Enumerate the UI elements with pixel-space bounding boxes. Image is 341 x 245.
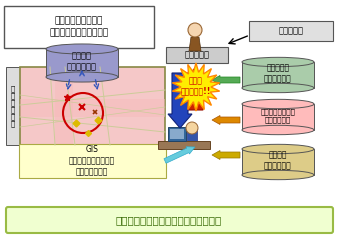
- Text: 犯
罪
関
連
情
報: 犯 罪 関 連 情 報: [11, 85, 15, 127]
- Ellipse shape: [46, 44, 118, 54]
- Polygon shape: [172, 63, 220, 111]
- FancyBboxPatch shape: [4, 6, 154, 48]
- FancyArrow shape: [168, 73, 192, 128]
- Bar: [168, 127, 186, 141]
- FancyBboxPatch shape: [6, 207, 333, 233]
- FancyArrow shape: [212, 115, 240, 124]
- Ellipse shape: [242, 57, 314, 67]
- FancyArrow shape: [182, 68, 208, 110]
- Bar: [187, 128, 197, 141]
- Bar: [6, 67, 20, 145]
- FancyArrow shape: [212, 75, 240, 85]
- Circle shape: [186, 122, 198, 134]
- Bar: [170, 129, 184, 139]
- FancyArrow shape: [164, 147, 195, 163]
- Bar: [242, 149, 314, 175]
- FancyBboxPatch shape: [249, 21, 333, 41]
- Text: 目撃情報等: 目撃情報等: [279, 26, 303, 36]
- Ellipse shape: [242, 83, 314, 93]
- Ellipse shape: [242, 144, 314, 154]
- Text: 被疑者写真
データベース: 被疑者写真 データベース: [264, 63, 292, 84]
- Text: 様々な情報を迅速に
系統化し、総合的に分析: 様々な情報を迅速に 系統化し、総合的に分析: [49, 16, 108, 38]
- FancyArrow shape: [212, 150, 240, 159]
- Text: 犯罪統計
データベース: 犯罪統計 データベース: [264, 150, 292, 171]
- Text: 犯罪手口
データベース: 犯罪手口 データベース: [67, 51, 97, 72]
- Bar: [46, 49, 118, 77]
- FancyBboxPatch shape: [166, 47, 228, 63]
- FancyBboxPatch shape: [19, 144, 166, 178]
- Ellipse shape: [242, 125, 314, 135]
- FancyBboxPatch shape: [20, 67, 165, 145]
- Ellipse shape: [242, 170, 314, 180]
- Bar: [20, 99, 165, 117]
- Text: 情報を
集約・分析!!: 情報を 集約・分析!!: [181, 76, 211, 96]
- Bar: [158, 141, 210, 149]
- Polygon shape: [189, 37, 201, 51]
- Text: その他の犯罪情報
データベース: その他の犯罪情報 データベース: [261, 108, 296, 123]
- Text: GIS
（地理情報システム）
による分析結果: GIS （地理情報システム） による分析結果: [69, 145, 115, 177]
- Bar: [55, 67, 73, 145]
- Text: 捜査指揮官: 捜査指揮官: [184, 50, 209, 60]
- Circle shape: [188, 23, 202, 37]
- Text: 的確な捜査指揮や効率的な捜査を支援: 的確な捜査指揮や効率的な捜査を支援: [116, 215, 222, 225]
- Ellipse shape: [242, 99, 314, 109]
- Bar: [242, 62, 314, 88]
- Ellipse shape: [46, 72, 118, 82]
- Bar: [242, 104, 314, 130]
